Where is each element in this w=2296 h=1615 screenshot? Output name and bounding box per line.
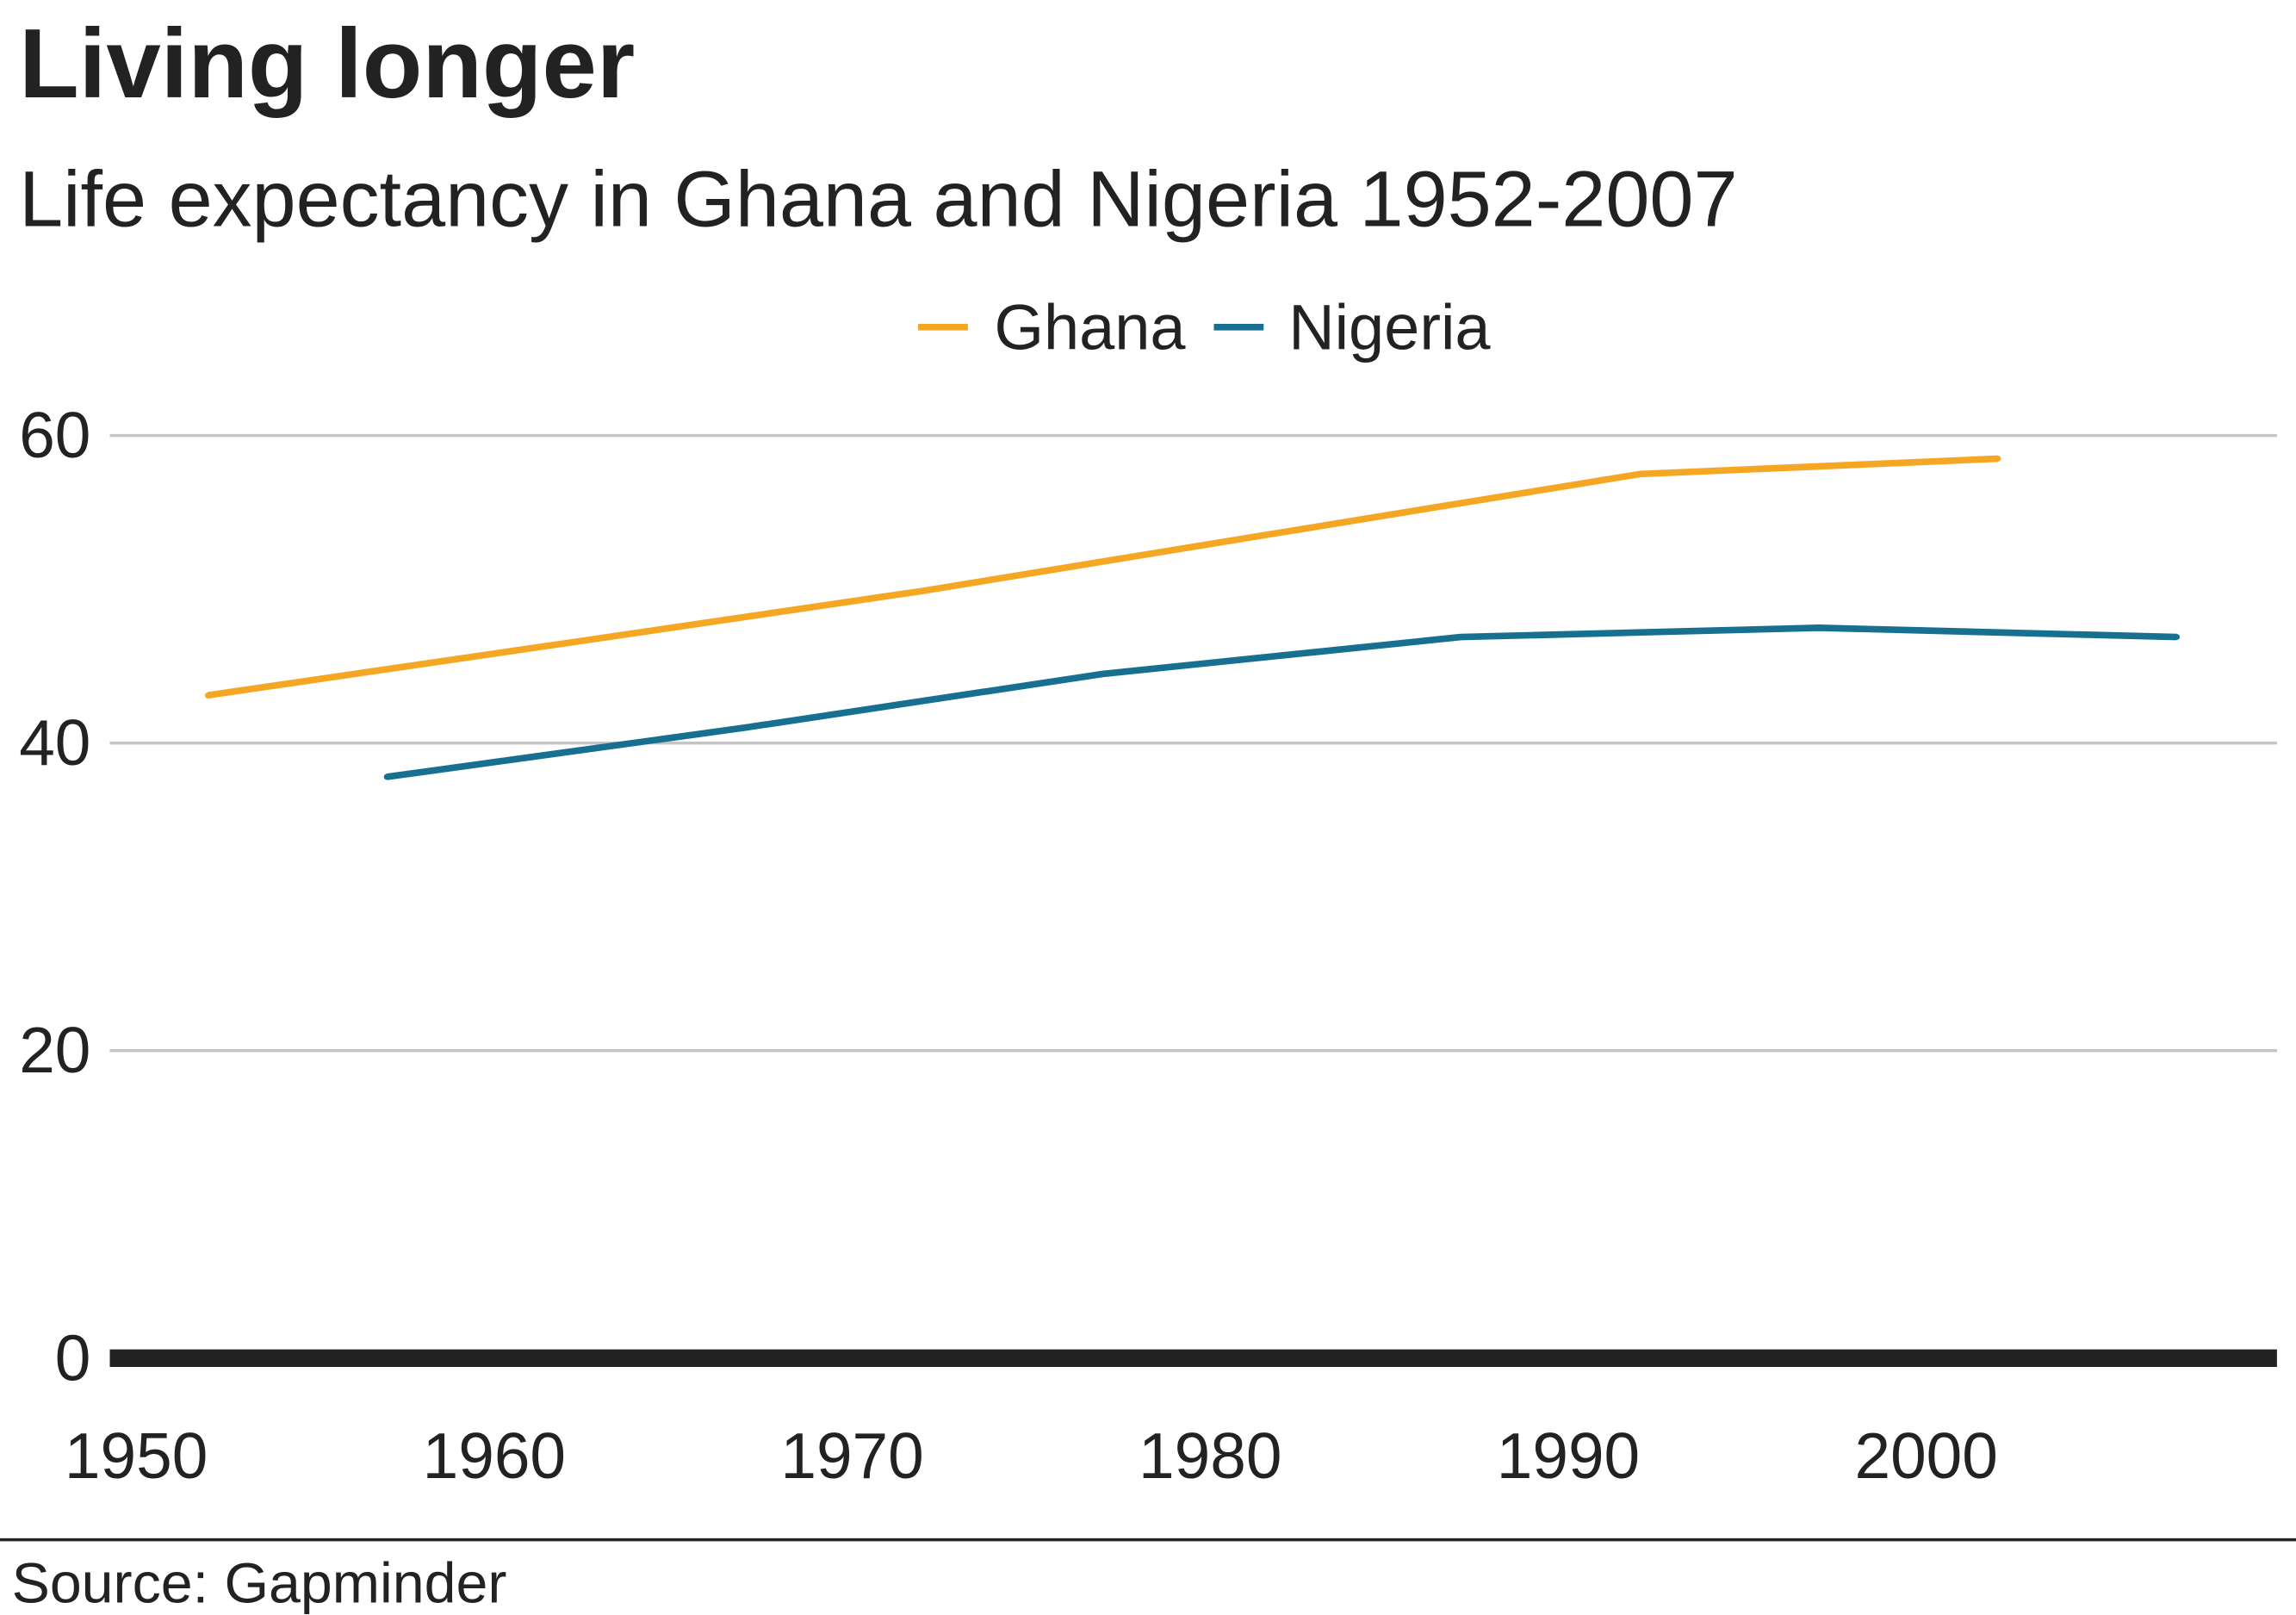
series-line-ghana (207, 455, 1998, 699)
data-point-nigeria-1957 (383, 773, 390, 780)
source-note: Source: Gapminder (12, 1552, 507, 1615)
legend-label-ghana: Ghana (994, 291, 1186, 363)
series-line-nigeria (386, 624, 2177, 780)
chart-subtitle: Life expectancy in Ghana and Nigeria 195… (19, 155, 1737, 243)
legend-label-nigeria: Nigeria (1288, 291, 1491, 363)
data-point-ghana-1962 (562, 640, 569, 647)
data-point-ghana-1972 (921, 587, 928, 594)
x-tick-label-1960: 1960 (423, 1419, 566, 1492)
y-tick-label-0: 0 (55, 1321, 91, 1394)
data-point-nigeria-1987 (1457, 634, 1464, 640)
x-tick-label-2000: 2000 (1854, 1419, 1997, 1492)
data-point-ghana-1982 (1279, 529, 1285, 536)
x-tick-label-1950: 1950 (65, 1419, 208, 1492)
data-point-nigeria-1967 (742, 724, 748, 731)
chart-title: Living longer (19, 9, 635, 119)
x-tick-label-1970: 1970 (780, 1419, 923, 1492)
y-axis-labels: 0 20 40 60 (19, 399, 90, 1394)
x-tick-label-1980: 1980 (1139, 1419, 1281, 1492)
x-axis-labels: 1950 1960 1970 1980 1990 2000 (65, 1419, 1998, 1492)
x-tick-label-1990: 1990 (1497, 1419, 1640, 1492)
legend: Ghana Nigeria (918, 291, 1491, 363)
data-point-ghana-2002 (1995, 456, 2001, 462)
legend-item-nigeria: Nigeria (1213, 291, 1491, 363)
gridlines (109, 433, 2277, 1053)
data-point-ghana-1992 (1636, 470, 1643, 477)
y-tick-label-40: 40 (19, 706, 90, 779)
data-point-nigeria-1997 (1815, 624, 1822, 631)
data-point-nigeria-2007 (2174, 634, 2181, 640)
legend-item-ghana: Ghana (918, 291, 1186, 363)
y-tick-label-20: 20 (19, 1014, 90, 1086)
data-point-ghana-1952 (204, 692, 211, 699)
series-lines (204, 455, 2181, 780)
data-point-nigeria-1977 (1100, 670, 1106, 677)
y-tick-label-60: 60 (19, 399, 90, 471)
